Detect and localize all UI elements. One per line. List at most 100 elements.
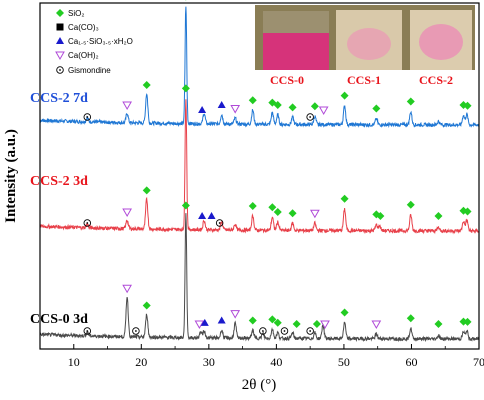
x-tick-label: 10: [68, 355, 80, 369]
legend-marker-triangle-down-open: [55, 51, 65, 61]
phase-marker-diamond: [434, 320, 443, 328]
legend-label: Ca₁.₅·SiO₃.₅·xH₂O: [68, 37, 133, 46]
legend-entry: SiO₂: [56, 9, 84, 18]
phase-marker-triangle-down-open: [122, 208, 132, 218]
phase-marker-diamond: [463, 101, 472, 110]
phase-marker-circle-dot: [83, 219, 92, 227]
phase-marker-diamond: [288, 103, 297, 112]
x-tick-label: 30: [203, 355, 215, 369]
legend-marker-circle-dot: [56, 66, 64, 74]
phase-marker-triangle: [217, 316, 226, 324]
legend-marker-square: [56, 23, 64, 31]
phase-marker-circle-dot: [259, 327, 267, 335]
x-tick-label: 20: [135, 355, 147, 369]
phase-marker-diamond: [181, 201, 190, 210]
phase-marker-diamond: [273, 207, 282, 216]
phase-marker-diamond: [340, 194, 349, 203]
phase-marker-diamond: [142, 80, 151, 89]
series-label-ccs-0-3d: CCS-0 3d: [30, 312, 88, 327]
phase-marker-triangle-down-open: [371, 320, 382, 329]
phase-marker-circle-dot: [306, 327, 314, 335]
phase-marker-triangle-down-open: [122, 284, 132, 294]
legend-entry: Ca(CO)₃: [56, 23, 99, 32]
phase-marker-circle-dot: [83, 113, 92, 121]
legend-marker-triangle: [56, 37, 64, 44]
inset-label-ccs-1: CCS-1: [347, 73, 381, 87]
phase-marker-triangle: [207, 212, 216, 219]
legend-label: SiO₂: [68, 9, 84, 18]
series-label-ccs-2-3d: CCS-2 3d: [30, 174, 88, 189]
sample-ccs-1-stain: [347, 28, 391, 60]
phase-marker-triangle-down-open: [230, 310, 241, 319]
phase-marker-diamond: [406, 200, 415, 209]
phase-marker-circle-dot: [83, 327, 92, 335]
phase-marker-diamond: [372, 104, 381, 113]
phase-marker-diamond: [463, 317, 472, 326]
phase-marker-triangle-down-open: [318, 106, 329, 116]
legend-entry: Ca(OH)₂: [55, 51, 99, 61]
phase-marker-diamond: [248, 202, 257, 210]
phase-marker-triangle-down-open: [320, 320, 330, 330]
phase-marker-diamond: [268, 315, 277, 324]
phase-marker-circle-dot: [132, 327, 140, 335]
phase-marker-triangle-down-open: [194, 320, 205, 330]
phase-marker-diamond: [310, 102, 319, 111]
phase-marker-triangle: [198, 106, 207, 113]
phase-marker-triangle: [200, 318, 209, 326]
series-line-ccs-0-3d: [39, 213, 480, 343]
sample-ccs-0-top: [263, 11, 329, 33]
phase-marker-diamond: [312, 320, 321, 328]
phase-markers: [83, 0, 472, 335]
legend-entry: Ca₁.₅·SiO₃.₅·xH₂O: [56, 37, 133, 46]
phase-marker-diamond: [463, 207, 472, 216]
series-labels: CCS-2 7d CCS-2 3d CCS-0 3d: [30, 91, 88, 327]
x-axis-title: 2θ (°): [242, 377, 276, 393]
phase-marker-circle-dot: [215, 219, 224, 227]
inset-label-ccs-2: CCS-2: [419, 73, 453, 87]
phase-marker-triangle: [217, 101, 226, 109]
series-line-ccs-2-3d: [39, 99, 480, 235]
phase-marker-circle-dot: [306, 113, 314, 121]
phase-marker-diamond: [288, 209, 297, 218]
phase-marker-triangle-down-open: [122, 101, 132, 111]
legend-label: Ca(OH)₂: [68, 51, 99, 60]
legend-entry: Gismondine: [56, 66, 111, 75]
phase-marker-diamond: [376, 212, 385, 220]
x-tick-label: 60: [405, 355, 417, 369]
phase-marker-diamond: [406, 97, 415, 106]
phase-marker-diamond: [340, 91, 349, 100]
legend-label: Gismondine: [68, 66, 111, 75]
inset-label-ccs-0: CCS-0: [270, 73, 304, 87]
series-line-ccs-2-7d: [39, 6, 480, 129]
phase-marker-diamond: [181, 84, 190, 93]
phase-marker-diamond: [292, 320, 301, 328]
inset-label-strip: [255, 70, 475, 89]
legend-label: Ca(CO)₃: [68, 23, 99, 32]
x-tick-label: 40: [270, 355, 282, 369]
legend-marker-diamond: [56, 9, 64, 17]
phase-marker-diamond: [273, 318, 282, 327]
phase-marker-diamond: [142, 186, 151, 195]
inset-labels: CCS-0 CCS-1 CCS-2: [270, 73, 453, 87]
y-axis-title: Intensity (a.u.): [3, 129, 19, 223]
x-tick-label: 70: [473, 355, 484, 369]
phase-marker-diamond: [248, 96, 257, 105]
phase-marker-circle-dot: [280, 327, 289, 335]
phase-marker-triangle: [198, 212, 207, 219]
phase-marker-diamond: [248, 316, 257, 325]
phase-marker-triangle-down-open: [230, 105, 241, 114]
legend: SiO₂ Ca(CO)₃ Ca₁.₅·SiO₃.₅·xH₂O Ca(OH)₂ Gismo…: [55, 9, 133, 75]
sample-ccs-0-stain: [263, 32, 329, 71]
phase-marker-diamond: [434, 212, 443, 220]
sample-ccs-2-stain: [419, 24, 463, 60]
x-tick-label: 50: [338, 355, 350, 369]
x-axis-ticks: 10 20 30 40 50 60 70: [39, 344, 484, 369]
series-curves: [39, 6, 480, 343]
phase-marker-diamond: [142, 301, 151, 310]
plot-frame: [39, 2, 480, 350]
phase-marker-diamond: [273, 101, 282, 110]
phase-marker-diamond: [406, 314, 415, 323]
phase-marker-diamond: [340, 308, 349, 317]
phase-marker-triangle-down-open: [310, 209, 320, 219]
